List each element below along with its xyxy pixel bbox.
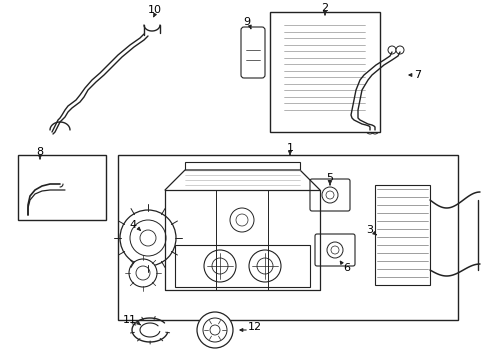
- Circle shape: [395, 46, 403, 54]
- Circle shape: [326, 242, 342, 258]
- Circle shape: [321, 187, 337, 203]
- Circle shape: [197, 312, 232, 348]
- Circle shape: [204, 250, 236, 282]
- Bar: [184, 162, 300, 170]
- Text: 11: 11: [123, 315, 136, 325]
- Circle shape: [248, 250, 280, 282]
- Text: 6: 6: [343, 263, 350, 273]
- FancyBboxPatch shape: [309, 179, 349, 211]
- Text: 5: 5: [326, 173, 333, 183]
- Text: 3: 3: [366, 225, 373, 235]
- Text: 1: 1: [286, 143, 293, 153]
- Circle shape: [370, 126, 378, 134]
- Bar: [270, 12, 379, 132]
- Circle shape: [365, 126, 373, 134]
- Circle shape: [77, 191, 87, 201]
- Circle shape: [120, 210, 176, 266]
- Text: 2: 2: [321, 3, 328, 13]
- Circle shape: [212, 258, 227, 274]
- Circle shape: [229, 208, 254, 232]
- Bar: [18, 155, 106, 220]
- Text: 4: 4: [129, 220, 136, 230]
- Circle shape: [272, 42, 283, 52]
- Circle shape: [140, 230, 156, 246]
- Circle shape: [129, 259, 157, 287]
- Circle shape: [130, 220, 166, 256]
- Circle shape: [272, 72, 283, 82]
- Bar: [118, 155, 457, 320]
- Circle shape: [77, 178, 87, 188]
- Circle shape: [325, 191, 333, 199]
- Circle shape: [257, 258, 272, 274]
- Text: 9: 9: [243, 17, 250, 27]
- Circle shape: [136, 266, 150, 280]
- Text: 8: 8: [36, 147, 44, 157]
- Circle shape: [330, 246, 338, 254]
- Text: 7: 7: [414, 70, 421, 80]
- Bar: [175, 245, 309, 287]
- FancyBboxPatch shape: [314, 234, 354, 266]
- Circle shape: [210, 325, 220, 335]
- Circle shape: [387, 46, 395, 54]
- FancyBboxPatch shape: [241, 27, 264, 78]
- Circle shape: [236, 214, 247, 226]
- Bar: [374, 185, 429, 285]
- Circle shape: [203, 318, 227, 342]
- Text: 10: 10: [148, 5, 162, 15]
- Bar: [281, 22, 366, 120]
- Text: 12: 12: [247, 322, 261, 332]
